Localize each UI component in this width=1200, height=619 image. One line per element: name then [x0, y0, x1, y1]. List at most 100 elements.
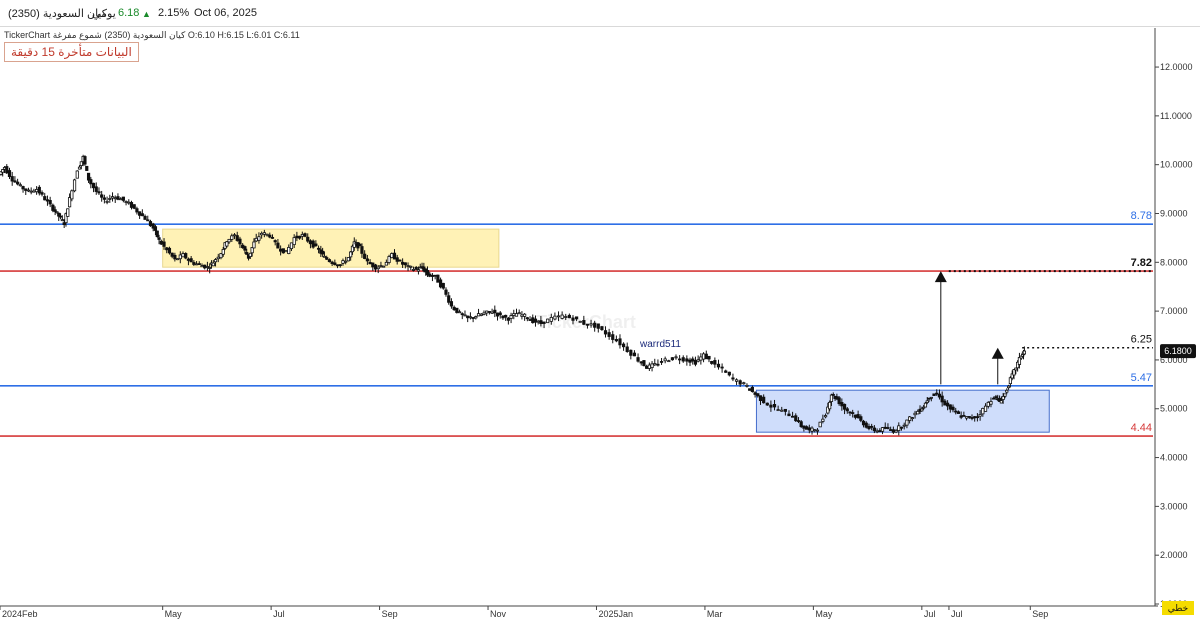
x-tick-label: 2024Feb: [2, 609, 38, 619]
candle-body: [403, 262, 407, 266]
quote-date: Oct 06, 2025: [194, 7, 257, 19]
candle-body: [135, 208, 139, 213]
candle-body: [845, 408, 849, 412]
candle-body: [221, 249, 225, 255]
candle-body: [799, 421, 803, 427]
chart-mode-button[interactable]: خطي: [1162, 601, 1194, 615]
candle-body: [438, 279, 443, 288]
x-tick-label: Sep: [382, 609, 398, 619]
candle-body: [455, 307, 459, 313]
x-tick-label: Jul: [924, 609, 936, 619]
y-tick-label: 6.0000: [1160, 355, 1188, 365]
candle-body: [248, 252, 252, 257]
candle-body: [289, 242, 294, 250]
delay-notice: البيانات متأخرة 15 دقيقة: [4, 42, 139, 62]
candle-body: [306, 236, 310, 242]
candle-body: [621, 343, 626, 348]
candle-body: [674, 356, 678, 359]
candle-body: [303, 233, 307, 237]
candle-body: [611, 334, 615, 340]
candle-body: [523, 313, 527, 317]
candle-body: [10, 176, 14, 182]
candle-body: [119, 198, 123, 201]
y-tick-label: 12.0000: [1160, 62, 1193, 72]
candle-body: [582, 320, 586, 325]
candle-body: [77, 166, 82, 170]
candle-body: [368, 262, 372, 265]
candle-body: [127, 201, 131, 204]
period-label[interactable]: يومي: [92, 8, 116, 20]
candle-body: [670, 357, 674, 361]
candle-body: [498, 312, 502, 316]
candle-body: [376, 266, 380, 270]
candle-body: [86, 172, 91, 181]
candle-body: [937, 393, 942, 398]
candle-body: [311, 240, 315, 248]
candle-body: [807, 427, 811, 431]
y-tick-label: 3.0000: [1160, 501, 1188, 511]
candle-body: [945, 402, 950, 407]
candle-body: [105, 200, 109, 203]
candle-body: [542, 321, 546, 324]
candle-body: [124, 201, 128, 203]
candle-body: [441, 282, 445, 289]
candle-body: [276, 242, 280, 249]
candle-body: [102, 197, 106, 200]
candle-body: [243, 246, 247, 251]
candle-body: [53, 209, 57, 212]
candle-body: [636, 357, 640, 362]
candle-body: [796, 420, 801, 422]
candle-body: [460, 313, 464, 316]
candle-body: [756, 393, 760, 397]
candle-body: [710, 361, 714, 364]
candle-body: [813, 429, 817, 432]
candle-body: [26, 189, 31, 192]
candle-body: [186, 258, 191, 261]
candle-body: [493, 309, 497, 314]
candle-body: [994, 396, 998, 399]
candle-body: [894, 430, 898, 433]
candle-body: [113, 197, 117, 200]
candle-body: [327, 259, 332, 263]
y-tick-label: 2.0000: [1160, 550, 1188, 560]
candle-body: [178, 254, 182, 260]
candle-body: [490, 311, 494, 314]
candle-body: [265, 233, 269, 236]
annotation-text: warrd511: [639, 339, 681, 350]
candle-body: [589, 323, 593, 326]
candle-body: [64, 213, 68, 224]
x-tick-label: 2025Jan: [598, 609, 633, 619]
candle-body: [425, 270, 430, 276]
candle-body: [292, 237, 296, 246]
candle-body: [727, 371, 731, 376]
candle-body: [297, 235, 302, 239]
candle-body: [316, 247, 321, 250]
candle-body: [504, 314, 508, 318]
candle-body: [956, 411, 961, 414]
candle-body: [731, 377, 735, 380]
y-tick-label: 10.0000: [1160, 160, 1193, 170]
candle-body: [897, 425, 901, 431]
candle-body: [466, 315, 470, 319]
candle-body: [905, 419, 909, 426]
candle-body: [479, 313, 483, 316]
candle-body: [116, 196, 120, 200]
candle-body: [48, 200, 52, 205]
candle-body: [75, 170, 79, 179]
candle-body: [983, 405, 988, 412]
candle-body: [506, 317, 510, 321]
candle-body: [471, 317, 475, 319]
candle-body: [157, 237, 161, 240]
candle-body: [614, 338, 618, 342]
last-price: 6.18: [118, 7, 140, 19]
candle-body: [322, 255, 327, 258]
candle-body: [270, 236, 275, 239]
candle-body: [878, 430, 882, 432]
candle-body: [463, 314, 467, 317]
candle-body: [821, 418, 825, 422]
candle-body: [55, 211, 59, 214]
candle-body: [203, 264, 207, 269]
candle-body: [880, 427, 885, 432]
quote-header: كيان السعودية (2350) يومي 6.18 ▲ 2.15% O…: [0, 0, 1200, 27]
